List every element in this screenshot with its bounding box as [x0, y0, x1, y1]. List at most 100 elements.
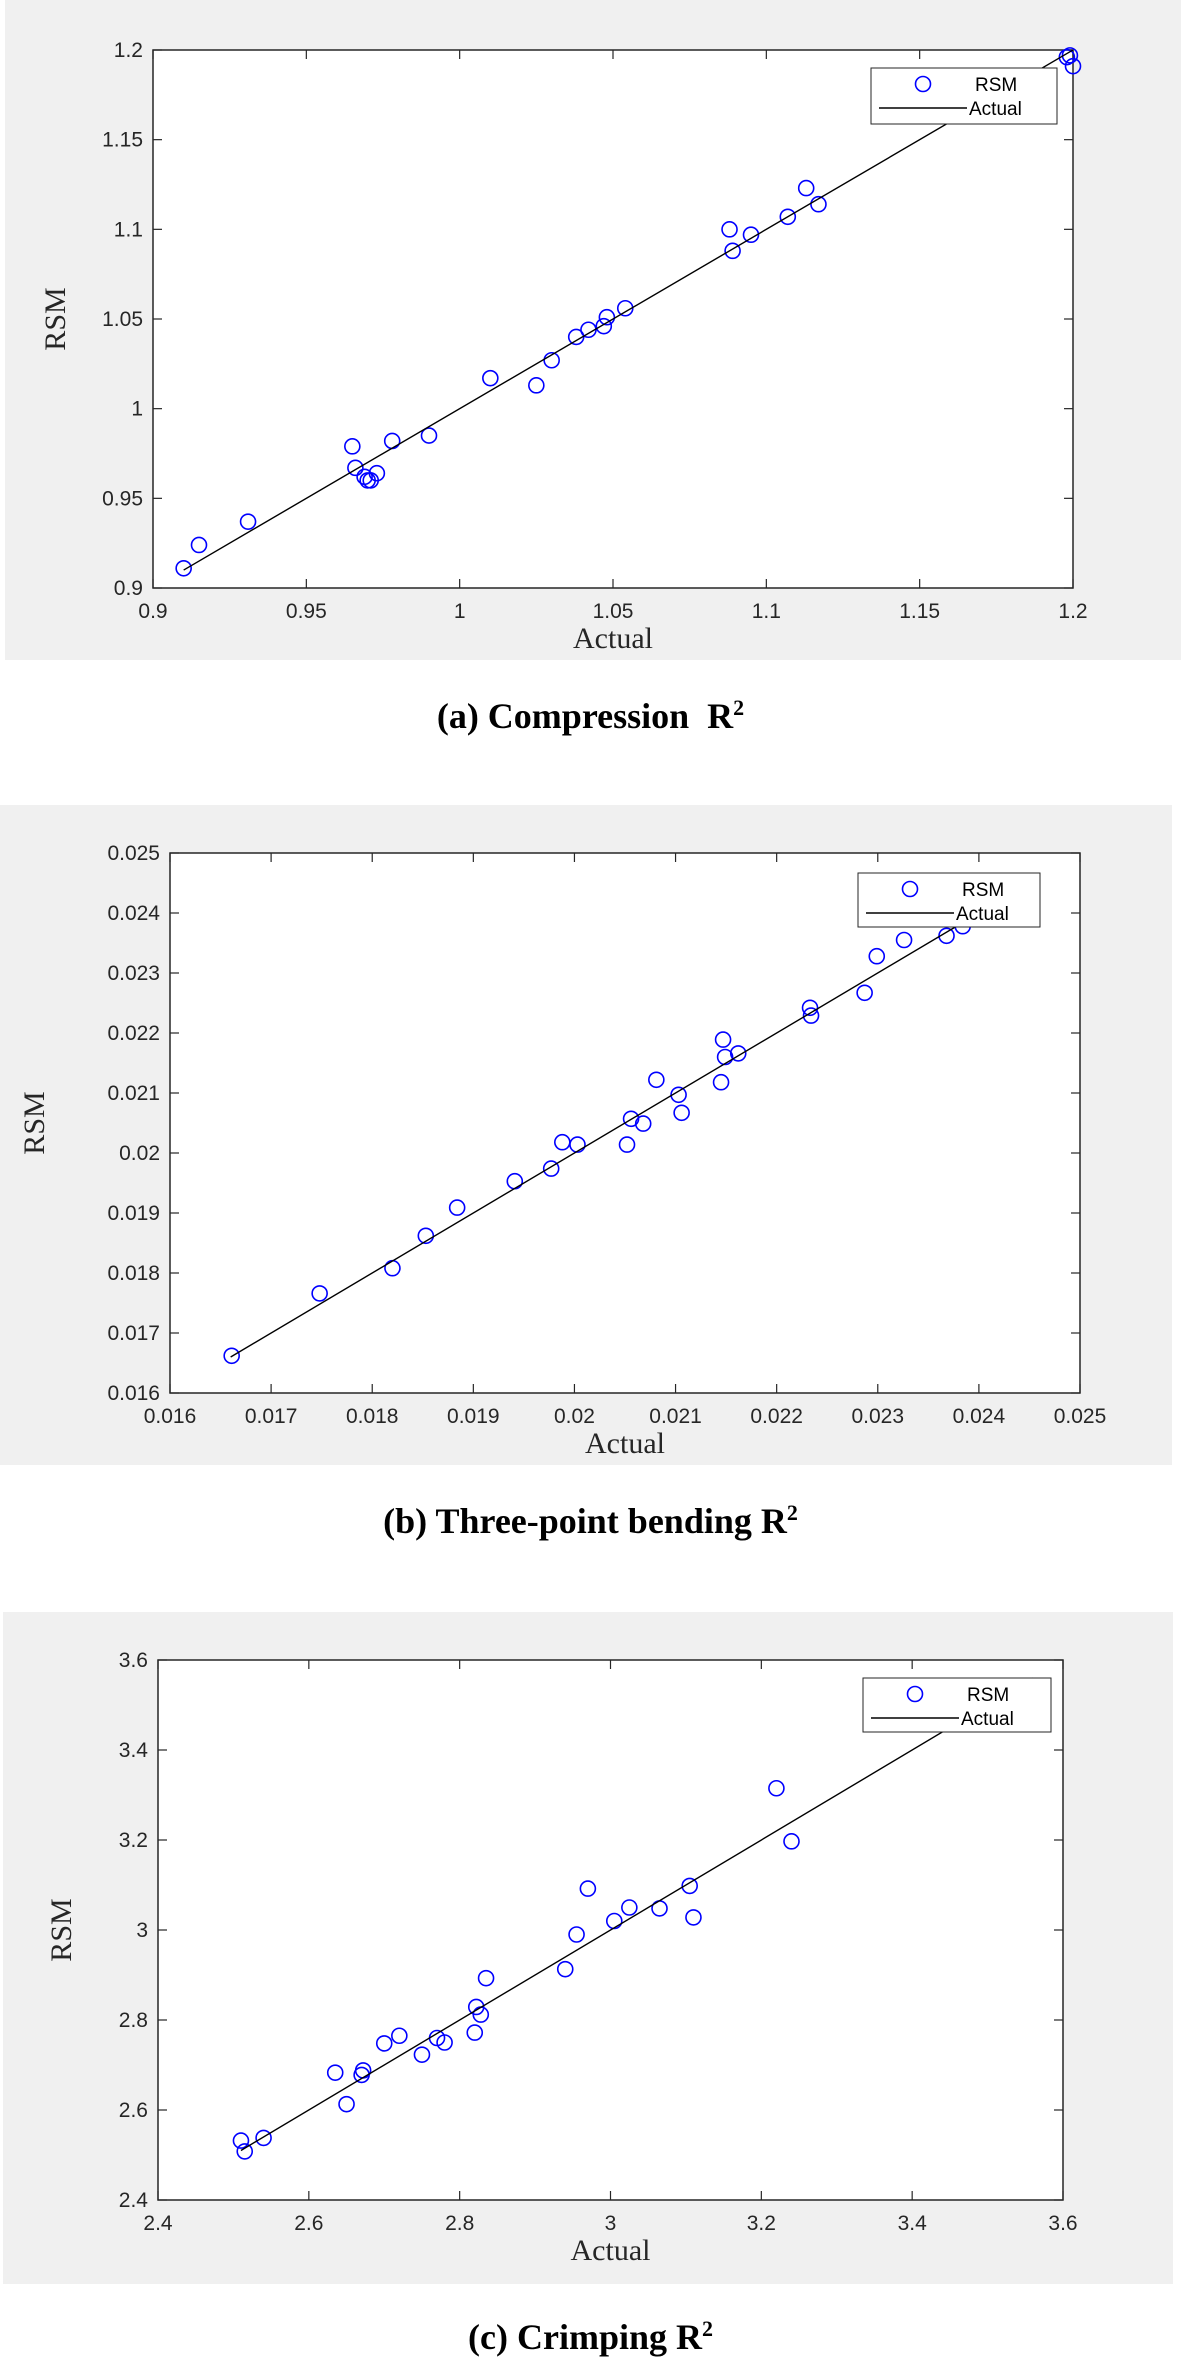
legend-label-rsm: RSM [962, 880, 1004, 901]
legend-marker-rsm [901, 880, 919, 898]
legend-label-actual: Actual [961, 1709, 1014, 1730]
data-point-rsm [482, 369, 499, 387]
legend: RSM Actual [870, 67, 1058, 125]
legend: RSM Actual [862, 1677, 1052, 1733]
x-tick-label: 0.021 [649, 1405, 702, 1428]
x-tick-label: 0.025 [1054, 1405, 1107, 1428]
x-tick-label: 0.9 [138, 600, 167, 623]
y-axis-label: RSM [18, 1091, 51, 1154]
data-point-rsm [232, 2132, 250, 2149]
data-point-rsm [768, 1779, 785, 1797]
data-point-rsm [223, 1347, 240, 1365]
data-point-rsm [311, 1285, 328, 1302]
data-point-rsm [673, 1104, 690, 1122]
y-tick-label: 1.1 [114, 218, 143, 241]
data-point-rsm [721, 221, 738, 238]
data-point-rsm [598, 308, 616, 326]
y-tick-label: 0.02 [119, 1142, 160, 1165]
data-point-rsm [542, 1160, 560, 1177]
legend-marker-rsm [906, 1685, 924, 1703]
data-point-rsm [338, 2095, 355, 2113]
data-point-rsm [579, 1880, 597, 1897]
data-point-rsm [368, 464, 386, 482]
y-tick-label: 0.9 [114, 577, 143, 600]
data-point-rsm [716, 1048, 734, 1066]
chart-compression: 0.9 0.95 1 1.05 1.1 1.15 1.2 0.9 0.95 1 1.05 1.1 1.1… [5, 0, 1181, 660]
data-point-rsm [712, 1073, 730, 1091]
data-point-rsm [714, 1031, 732, 1048]
y-tick-label: 0.024 [107, 902, 160, 925]
chart-panel-compression: 0.9 0.95 1 1.05 1.1 1.15 1.2 0.9 0.95 1 1.05 1.1 1.1… [5, 0, 1181, 660]
y-tick-label: 1.05 [102, 308, 143, 331]
x-tick-label: 1.1 [752, 600, 781, 623]
data-point-rsm [724, 242, 741, 260]
y-tick-label: 0.017 [107, 1322, 160, 1345]
y-tick-label: 0.023 [107, 962, 160, 985]
chart-panel-bending: 0.016 0.017 0.018 0.019 0.02 0.021 0.022 0.023 0… [0, 805, 1172, 1465]
y-tick-label: 0.021 [107, 1082, 160, 1105]
data-point-rsm [556, 1960, 574, 1978]
chart-caption-crimping: (c) Crimping R2 [468, 2316, 713, 2357]
y-tick-label: 2.4 [119, 2189, 149, 2212]
x-tick-label: 0.016 [144, 1405, 197, 1428]
data-point-rsm [868, 947, 886, 965]
chart-panel-crimping: 2.4 2.6 2.8 3 3.2 3.4 3.6 2.4 2.6 2.8 3 3.2 3.4 3.6 Ac… [3, 1612, 1173, 2284]
data-point-rsm [326, 2064, 344, 2081]
x-axis-label: Actual [571, 2234, 651, 2267]
data-point-rsm [448, 1199, 466, 1216]
x-tick-label: 2.6 [294, 2212, 323, 2235]
chart-caption-bending: (b) Three-point bending R2 [383, 1500, 798, 1541]
data-point-rsm [239, 513, 257, 530]
x-tick-label: 0.023 [851, 1405, 904, 1428]
data-point-rsm [255, 2129, 272, 2147]
legend-label-rsm: RSM [975, 75, 1017, 96]
data-point-rsm [347, 459, 364, 477]
data-point-rsm [466, 2024, 484, 2041]
y-tick-label: 1 [131, 398, 143, 421]
y-axis-label: RSM [39, 287, 72, 350]
data-point-rsm [391, 2027, 408, 2045]
data-point-rsm [436, 2034, 453, 2051]
y-tick-label: 0.025 [107, 842, 160, 865]
x-tick-label: 0.024 [953, 1405, 1006, 1428]
legend-label-actual: Actual [969, 99, 1022, 120]
chart-caption-compression: (a) Compression R2 [436, 695, 745, 736]
y-tick-label: 1.2 [114, 39, 143, 62]
y-tick-label: 3 [136, 1919, 148, 1942]
data-point-rsm [621, 1899, 638, 1916]
x-tick-label: 0.95 [286, 600, 327, 623]
data-point-rsm [528, 377, 545, 394]
x-tick-label: 1.2 [1058, 600, 1087, 623]
x-tick-label: 0.017 [245, 1405, 298, 1428]
data-point-rsm [543, 351, 560, 369]
legend: RSM Actual [857, 872, 1041, 928]
y-tick-label: 0.018 [107, 1262, 160, 1285]
data-point-rsm [801, 999, 819, 1017]
data-point-rsm [895, 931, 913, 949]
data-point-rsm [779, 208, 797, 226]
x-tick-label: 3 [605, 2212, 617, 2235]
data-point-rsm [681, 1877, 698, 1895]
x-axis-label: Actual [573, 622, 653, 655]
fit-line-actual [183, 50, 1073, 571]
data-point-rsm [938, 927, 955, 945]
x-tick-label: 0.022 [750, 1405, 803, 1428]
y-tick-label: 3.2 [119, 1829, 148, 1852]
y-axis-label: RSM [45, 1898, 78, 1961]
x-tick-label: 1.05 [593, 600, 634, 623]
data-point-rsm [1064, 57, 1082, 75]
data-point-rsm [344, 438, 361, 455]
data-point-rsm [634, 1115, 652, 1132]
data-point-rsm [618, 1136, 636, 1153]
data-point-rsm [729, 1045, 747, 1062]
data-point-rsm [236, 2143, 254, 2160]
fit-line-actual [230, 918, 970, 1358]
x-tick-label: 1 [454, 600, 466, 623]
x-tick-label: 3.4 [898, 2212, 928, 2235]
fit-line-actual [240, 1677, 1034, 2152]
data-point-rsm [856, 984, 873, 1002]
x-tick-label: 0.02 [554, 1405, 595, 1428]
y-tick-label: 0.95 [102, 487, 143, 510]
data-point-rsm [175, 559, 192, 577]
data-point-rsm [802, 1007, 820, 1024]
